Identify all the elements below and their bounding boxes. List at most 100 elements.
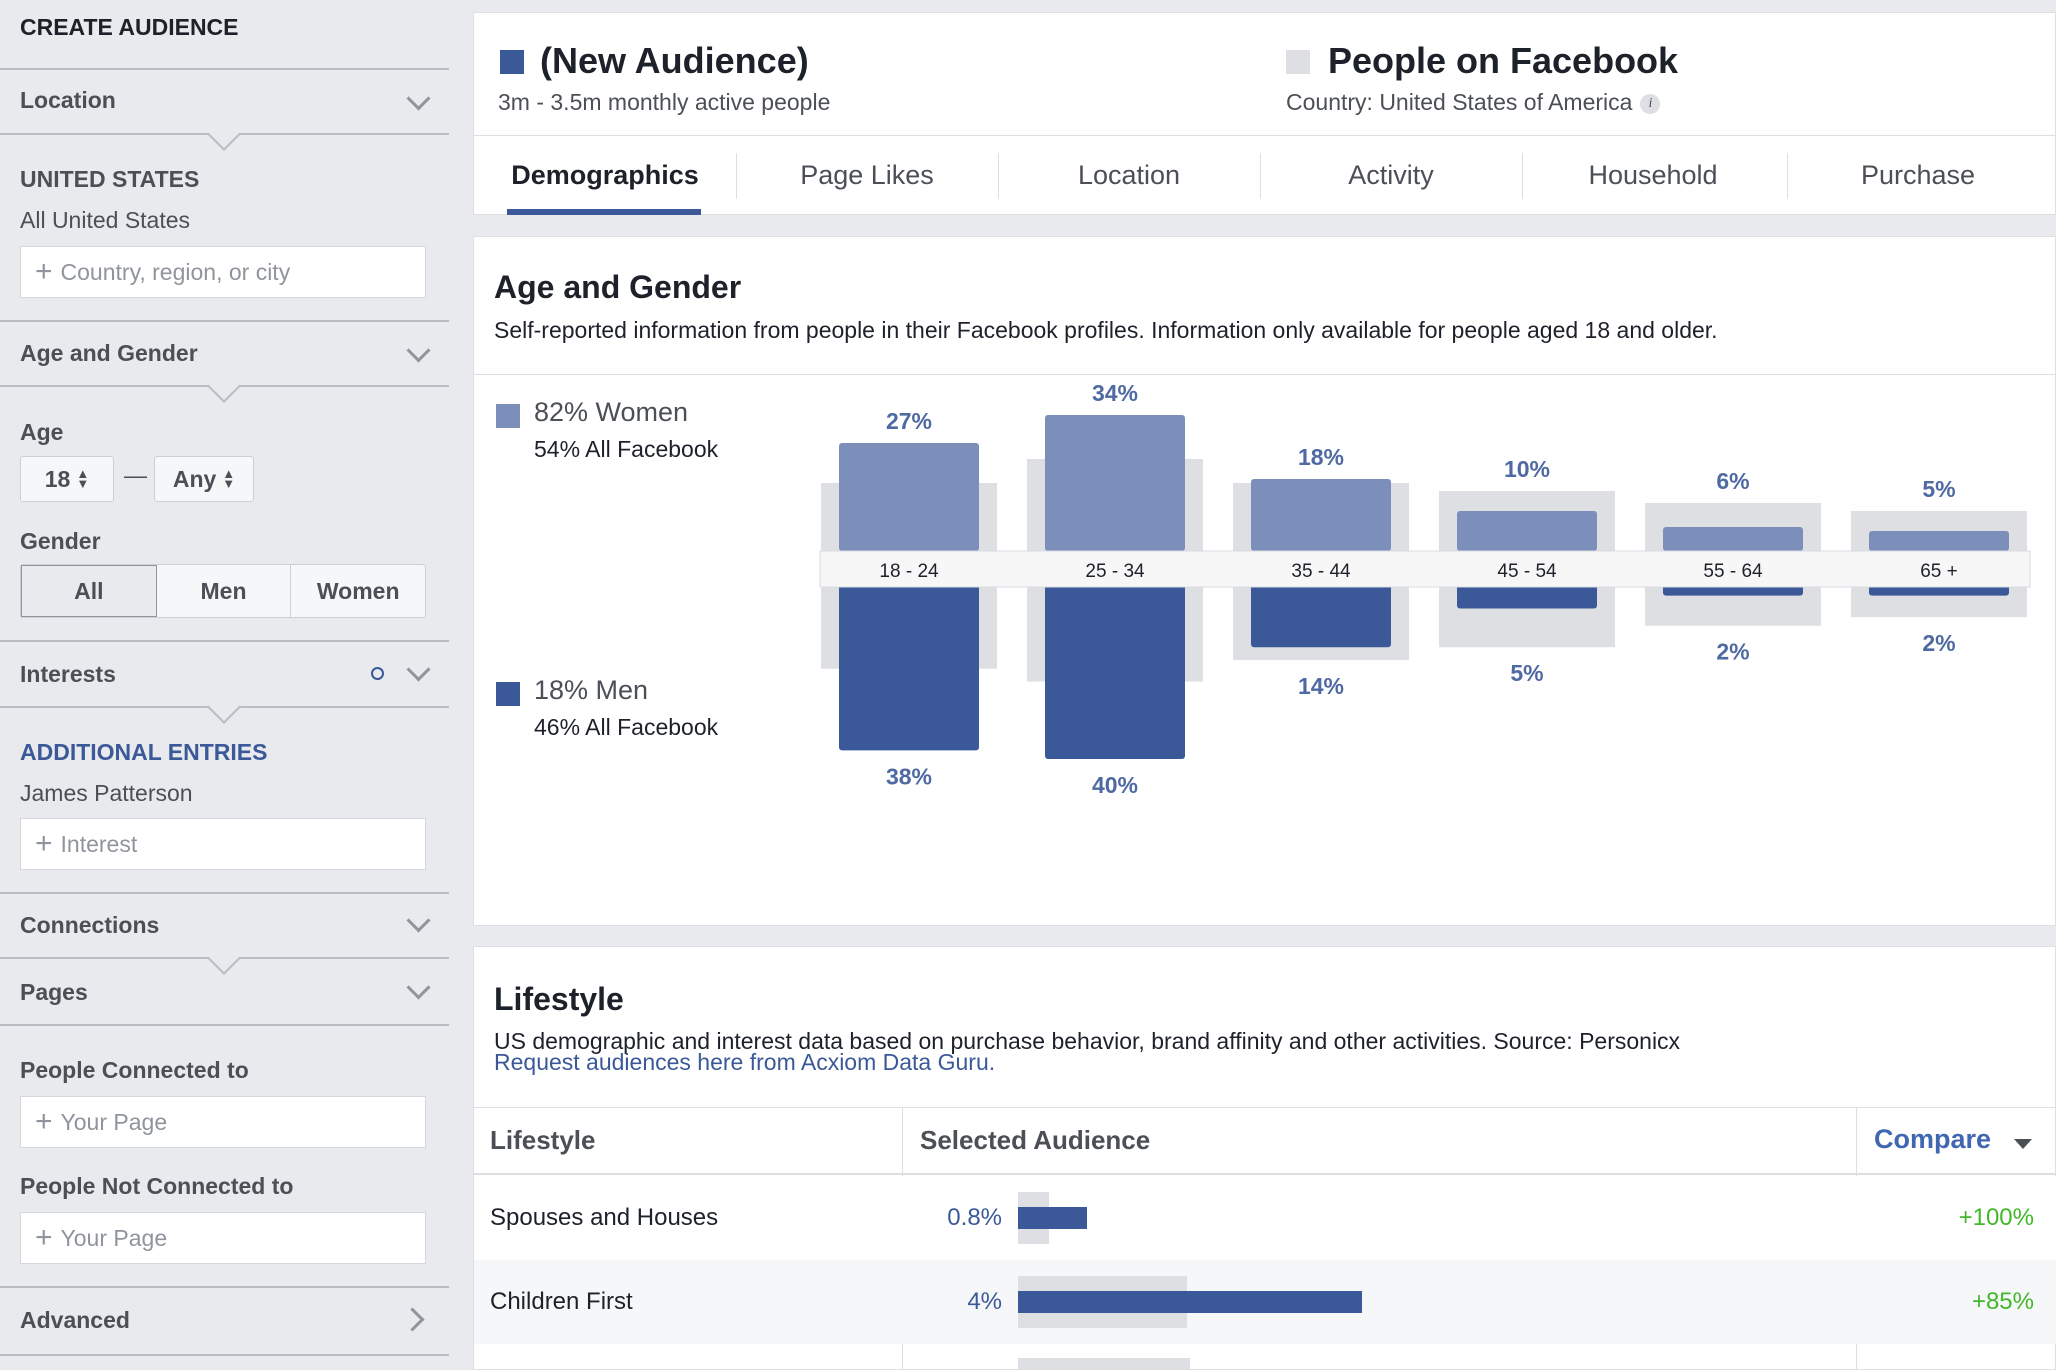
age-max-select[interactable]: Any ▲ ▼ [154,456,254,502]
men-value-label: 38% [886,763,932,789]
chevron-right-icon[interactable] [400,1307,425,1332]
info-icon[interactable]: i [1640,94,1661,114]
women-bar [1457,511,1597,551]
age-gender-panel: Age and Gender Self-reported information… [473,236,2056,926]
gender-women-button[interactable]: Women [316,577,400,604]
audience-header-panel: (New Audience) 3m - 3.5m monthly active … [473,12,2056,215]
interests-section-header[interactable]: Interests [20,661,116,687]
women-bar [839,443,979,551]
women-value-label: 27% [886,408,932,434]
acxiom-link[interactable]: Request audiences here from Acxiom Data … [494,1049,996,1075]
men-bar [1251,583,1391,648]
divider [0,68,449,70]
age-min-select[interactable]: 18 ▲ ▼ [20,456,114,502]
divider [474,135,2055,136]
women-legend-label: 82% Women [534,397,689,427]
plus-icon: + [35,255,53,288]
active-tab-indicator [507,209,701,215]
women-value-label: 6% [1716,468,1749,494]
divider [474,1107,2055,1108]
women-value-label: 18% [1298,444,1344,470]
interest-input[interactable]: + Interest [20,818,426,870]
age-label: Age [20,419,64,445]
lifestyle-column-header[interactable]: Lifestyle [490,1125,596,1155]
dropdown-arrow-icon[interactable] [2014,1139,2032,1149]
tab-demographics[interactable]: Demographics [511,159,699,190]
divider [474,374,2055,375]
section-title: Lifestyle [494,981,624,1017]
baseline-bar [1018,1358,1190,1370]
plus-icon: + [35,827,53,860]
age-tick-label: 35 - 44 [1291,561,1351,582]
gender-men-button[interactable]: Men [157,565,292,617]
status-dot-icon [371,667,384,680]
age-min-value: 18 [44,465,71,492]
interest-entry: James Patterson [20,780,193,806]
location-section-header[interactable]: Location [20,87,116,113]
sidebar-title: CREATE AUDIENCE [20,14,239,40]
women-all-facebook: 54% All Facebook [534,436,719,462]
gender-segmented-control: All Men Women [20,564,426,618]
tab-purchase[interactable]: Purchase [1860,159,1976,190]
chevron-down-icon[interactable] [406,975,431,1000]
location-country: UNITED STATES [20,166,200,192]
chevron-down-icon[interactable] [406,657,431,682]
interest-input-placeholder: Interest [60,830,138,857]
women-value-label: 10% [1504,456,1550,482]
age-tick-label: 65 + [1920,561,1958,582]
section-description: Self-reported information from people in… [494,317,1718,343]
chevron-down-icon[interactable] [406,86,431,111]
compare-difference: +85% [1971,1288,2034,1315]
selected-audience-column-header[interactable]: Selected Audience [920,1125,1151,1155]
connected-page-input[interactable]: + Your Page [20,1096,426,1148]
table-row[interactable] [474,1176,2056,1260]
men-bar [1045,583,1185,759]
comparison-color-swatch [1286,50,1310,74]
location-input[interactable]: + Country, region, or city [20,246,426,298]
men-value-label: 2% [1922,630,1955,656]
tab-separator [998,153,999,199]
not-connected-page-placeholder: Your Page [60,1224,168,1251]
tab-activity[interactable]: Activity [1348,159,1434,190]
selected-audience-percent: 4% [967,1288,1002,1315]
gender-all-button[interactable]: All [21,565,157,617]
age-tick-label: 18 - 24 [879,561,939,582]
people-connected-label: People Connected to [20,1057,249,1083]
chevron-down-icon[interactable] [406,908,431,933]
women-bar [1251,479,1391,551]
age-gender-section-header[interactable]: Age and Gender [20,340,198,366]
tab-page-likes[interactable]: Page Likes [800,159,934,190]
tab-household[interactable]: Household [1588,159,1718,190]
men-bar [839,583,979,751]
chevron-down-icon[interactable] [406,338,431,363]
men-value-label: 2% [1716,639,1749,665]
selected-audience-percent: 0.8% [947,1204,1002,1231]
compare-dropdown[interactable]: Compare [1874,1124,1992,1154]
gender-label: Gender [20,528,101,554]
additional-entries-label: ADDITIONAL ENTRIES [20,739,268,765]
not-connected-page-input[interactable]: + Your Page [20,1212,426,1264]
divider [0,1354,449,1356]
men-value-label: 14% [1298,673,1344,699]
table-header-divider [474,1173,2056,1175]
audience-color-swatch [500,50,524,74]
connections-section-header[interactable]: Connections [20,912,160,938]
tab-location[interactable]: Location [1077,159,1181,190]
audience-size: 3m - 3.5m monthly active people [498,89,831,115]
age-tick-label: 55 - 64 [1703,561,1763,582]
tab-separator [736,153,737,199]
advanced-section-header[interactable]: Advanced [20,1307,130,1333]
women-bar [1045,415,1185,551]
connected-page-placeholder: Your Page [60,1108,168,1135]
women-bar [1869,531,2009,551]
pages-section-header[interactable]: Pages [20,979,88,1005]
tab-separator [1260,153,1261,199]
audience-title: (New Audience) [540,40,809,81]
women-legend-swatch [496,404,520,428]
divider [0,1024,449,1026]
women-value-label: 5% [1922,476,1955,502]
sort-arrows-icon: ▲ ▼ [76,465,90,491]
section-notch [207,941,241,975]
location-scope: All United States [20,207,191,233]
plus-icon: + [35,1105,53,1138]
